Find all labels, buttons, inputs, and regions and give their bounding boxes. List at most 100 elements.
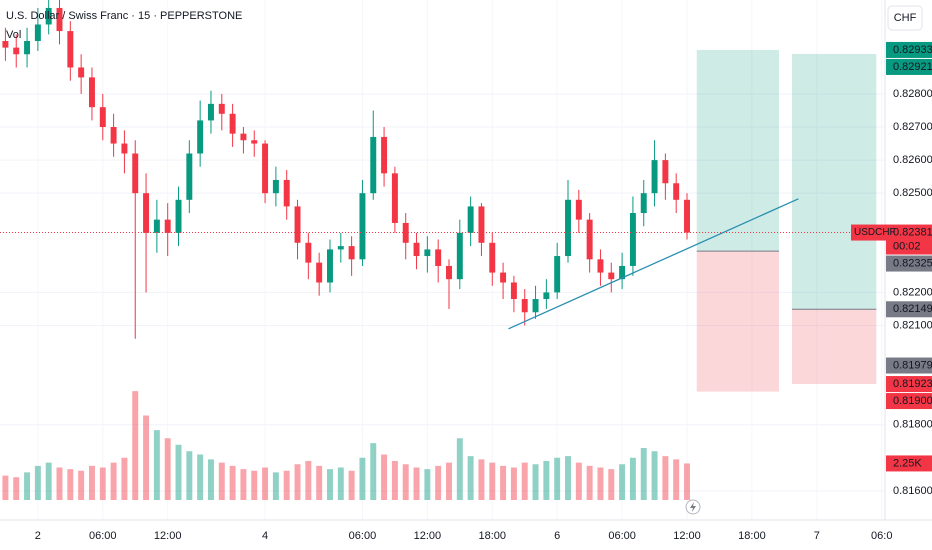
volume-bar <box>218 462 225 500</box>
volume-bar <box>446 462 452 500</box>
candle-body <box>218 103 225 114</box>
volume-bar <box>381 454 388 500</box>
candle-body <box>543 292 550 300</box>
candle-body <box>489 242 496 273</box>
volume-bar <box>207 459 214 500</box>
x-tick-label: 06:0 <box>871 530 892 542</box>
currency-button[interactable] <box>887 5 923 31</box>
candle-body <box>424 249 431 257</box>
volume-bar <box>673 459 680 500</box>
candle-body <box>608 272 615 280</box>
candle-body <box>554 256 561 293</box>
candle-body <box>521 299 528 313</box>
candle-body <box>24 41 31 55</box>
price-badge <box>886 41 932 58</box>
x-tick-label: 06:00 <box>349 530 377 542</box>
profit-zone <box>696 49 779 252</box>
volume-bar <box>370 443 377 500</box>
volume-bar <box>489 462 496 500</box>
volume-bar <box>121 457 128 500</box>
volume-bar <box>13 477 20 500</box>
candle-body <box>132 153 139 194</box>
y-tick-label: 0.81600 <box>893 485 932 497</box>
volume-bar <box>554 457 561 500</box>
x-tick-label: 4 <box>262 530 268 542</box>
candle-body <box>435 249 442 266</box>
candle-body <box>175 199 182 233</box>
chart-title: U.S. Dollar / Swiss Franc · 15 · PEPPERS… <box>6 10 242 22</box>
volume-badge <box>886 455 932 472</box>
volume-bar <box>67 469 74 500</box>
candle-body <box>662 160 669 184</box>
price-label: 0.82381 <box>893 226 932 238</box>
candle-body <box>348 246 355 260</box>
candle-body <box>629 213 636 266</box>
price-label: 0.81923 <box>893 378 932 390</box>
x-tick-label: 2 <box>35 530 41 542</box>
candle-body <box>327 249 333 283</box>
volume-bar <box>2 475 9 500</box>
x-tick-label: 06:00 <box>608 530 636 542</box>
y-tick-label: 0.82100 <box>893 319 932 331</box>
candle-body <box>78 67 85 78</box>
volume-value-label: 2.25K <box>893 457 922 469</box>
candle-body <box>370 136 377 194</box>
candle-body <box>446 265 452 280</box>
volume-bar <box>262 467 269 500</box>
volume-bar <box>629 457 636 500</box>
candle-body <box>283 179 290 207</box>
volume-bar <box>640 448 647 500</box>
candle-body <box>651 160 658 194</box>
volume-bar <box>619 464 626 500</box>
trendline <box>508 198 799 330</box>
candle-body <box>337 246 344 250</box>
price-label: 0.82933 <box>893 44 932 56</box>
candle-body <box>207 103 214 121</box>
price-label: 0.81979 <box>893 359 932 371</box>
currency[interactable]: CHF <box>894 12 917 24</box>
symbol-label: USDCHF <box>854 227 896 238</box>
volume-bar <box>78 470 85 500</box>
candle-body <box>99 107 106 128</box>
volume-bar <box>143 415 150 500</box>
countdown: 00:02 <box>893 240 921 252</box>
volume-bar <box>305 461 312 500</box>
candle-body <box>510 282 517 300</box>
volume-bar <box>132 391 139 500</box>
y-tick-label: 0.82500 <box>893 187 932 199</box>
volume-bar <box>575 462 582 500</box>
candle-body <box>597 259 604 273</box>
price-badge <box>886 224 932 255</box>
volume-bar <box>294 464 301 500</box>
volume-bar <box>283 470 290 500</box>
price-badge <box>886 357 932 374</box>
volume-bar <box>565 456 571 500</box>
y-tick-label: 0.82800 <box>893 88 932 100</box>
volume-bar <box>608 469 615 500</box>
candle-body <box>456 232 463 280</box>
candle-body <box>478 206 485 243</box>
candle-body <box>121 143 128 154</box>
loss-zone <box>696 251 779 392</box>
plot-layer <box>0 0 885 500</box>
candle-body <box>34 24 41 42</box>
x-tick-label: 6 <box>554 530 560 542</box>
volume-bar <box>337 467 344 500</box>
volume-bar <box>240 469 247 500</box>
candle-body <box>673 183 680 200</box>
volume-bar <box>521 462 528 500</box>
candle-body <box>251 140 258 144</box>
candle-body <box>640 193 647 214</box>
volume-bar <box>435 465 442 500</box>
volume-bar <box>110 462 117 500</box>
volume-bar <box>662 456 669 500</box>
volume-bar <box>543 461 550 500</box>
candle-body <box>467 206 474 233</box>
x-tick-label: 18:00 <box>738 530 766 542</box>
x-tick-label: 12:00 <box>154 530 182 542</box>
volume-bar <box>56 467 63 500</box>
candle-body <box>229 113 236 134</box>
volume-bar <box>500 465 507 500</box>
